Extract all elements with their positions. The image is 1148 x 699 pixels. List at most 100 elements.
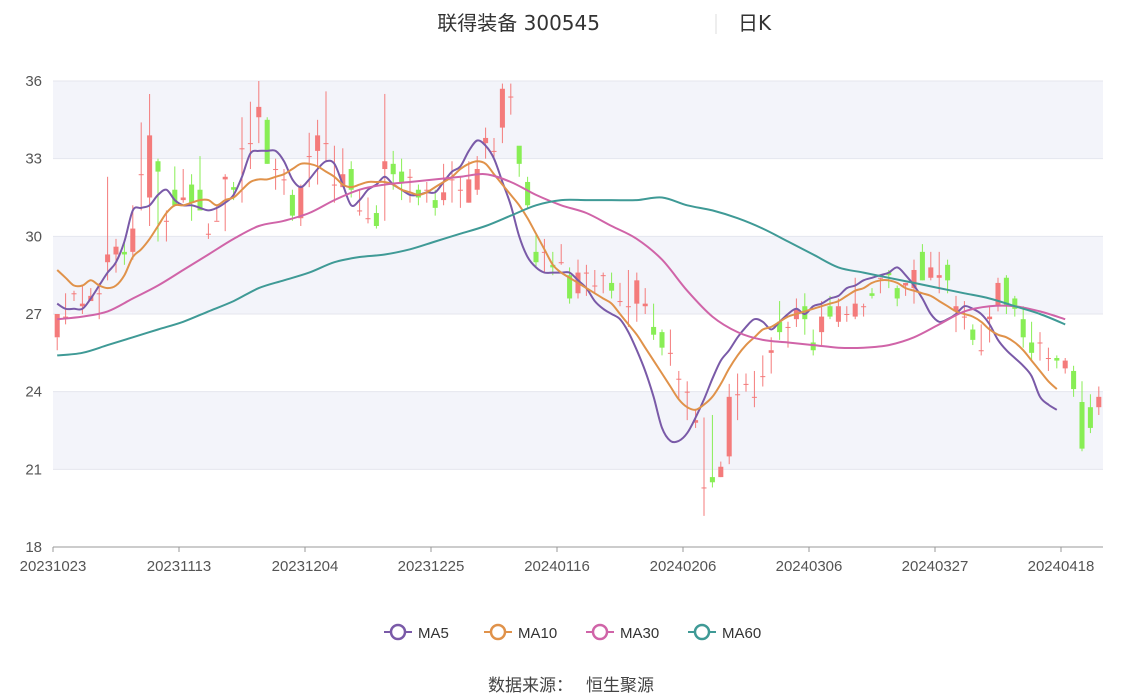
candle-body [1096, 396, 1102, 408]
candle [121, 241, 127, 265]
x-tick-label: 20240327 [902, 558, 969, 575]
candle [835, 298, 841, 327]
candle [449, 161, 455, 203]
candle-body [945, 264, 951, 281]
candle-body [760, 376, 766, 378]
chart-title: 联得装备 300545 日K [437, 11, 772, 35]
candle [348, 161, 354, 198]
candle-body [96, 293, 102, 295]
candle-body [541, 251, 547, 253]
candle-body [449, 179, 455, 181]
candle-body [222, 176, 228, 180]
candle [357, 189, 363, 216]
candle [441, 163, 447, 206]
candle [1045, 347, 1051, 371]
candle-body [642, 303, 648, 307]
candle-body [113, 246, 119, 255]
candle [138, 122, 144, 211]
candle-body [483, 137, 489, 144]
candle [264, 117, 270, 164]
candle-body [1020, 319, 1026, 338]
candle-body [852, 303, 858, 317]
candle-body [928, 267, 934, 278]
y-tick-label: 27 [25, 306, 42, 323]
x-tick-label: 20231113 [147, 558, 212, 575]
candle-body [667, 352, 673, 354]
candle-body [894, 288, 900, 299]
candle [163, 210, 169, 242]
x-tick-label: 20240418 [1028, 558, 1095, 575]
candle [399, 158, 405, 201]
candle-body [558, 262, 564, 264]
candle [491, 137, 497, 159]
candle-body [415, 189, 421, 198]
legend-item-ma10[interactable]: MA10 [484, 623, 557, 642]
candle [869, 288, 875, 299]
candle [970, 324, 976, 346]
ma5-line [56, 139, 1058, 444]
candle [684, 381, 690, 421]
candle [625, 269, 631, 327]
candle [785, 321, 791, 348]
candle [189, 174, 195, 221]
candle-body [315, 135, 321, 151]
candle-body [491, 150, 497, 152]
legend-item-ma60[interactable]: MA60 [688, 623, 761, 642]
candle-body [382, 161, 388, 170]
band-1 [53, 391, 1103, 470]
candle-body [441, 192, 447, 201]
band-5 [53, 81, 1103, 159]
candle-body [751, 396, 757, 398]
candle [1062, 358, 1068, 374]
candle-body [289, 194, 295, 216]
candle [432, 189, 438, 216]
candle [466, 161, 472, 203]
candle [718, 461, 724, 478]
candle-body [256, 106, 262, 118]
candle [525, 176, 531, 208]
candle [365, 197, 371, 224]
candle [844, 306, 850, 322]
candle-body [138, 174, 144, 176]
candle-body [1054, 358, 1060, 361]
y-tick-label: 30 [25, 228, 42, 245]
candle-body [432, 200, 438, 208]
candle-body [953, 306, 959, 312]
candle [105, 176, 111, 281]
candle-body [273, 169, 279, 171]
candle-body [474, 169, 480, 190]
candle [1054, 355, 1060, 369]
candle-body [903, 282, 909, 286]
candle [945, 259, 951, 294]
candle [827, 295, 833, 320]
source-label: 数据来源： [488, 676, 573, 696]
candle-body [399, 171, 405, 182]
candle-body [978, 350, 984, 352]
x-axis: 20231023 20231113 20231204 20231225 20240116… [20, 546, 1103, 575]
legend-item-ma5[interactable]: MA5 [384, 623, 449, 642]
candle-body [1003, 277, 1009, 307]
candle [323, 91, 329, 162]
ma10-line [56, 160, 1058, 411]
candle-body [54, 314, 60, 338]
candle [197, 156, 203, 211]
candle [205, 223, 211, 239]
candle-body [1062, 360, 1068, 369]
x-tick-label: 20231204 [272, 558, 339, 575]
candle [928, 251, 934, 281]
candle-body [844, 314, 850, 315]
ma30-line [57, 173, 1066, 349]
candle-body [861, 306, 867, 308]
legend-label: MA60 [722, 625, 761, 642]
source-value: 恒生聚源 [586, 676, 654, 696]
candle-body [609, 282, 615, 291]
candle-body [163, 220, 169, 222]
legend-item-ma30[interactable]: MA30 [586, 623, 659, 642]
candle-body [743, 383, 749, 385]
candle [1071, 365, 1077, 397]
candle [247, 101, 253, 170]
legend-label: MA10 [518, 625, 557, 642]
candle [558, 244, 564, 265]
candle [331, 145, 337, 203]
